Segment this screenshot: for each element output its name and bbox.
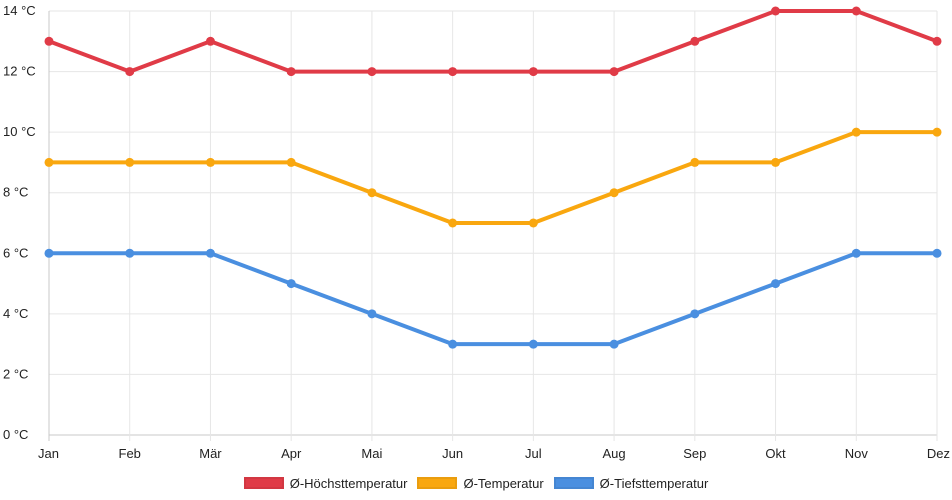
data-point[interactable]	[932, 248, 942, 258]
legend-label: Ø-Höchsttemperatur	[289, 475, 408, 491]
data-point[interactable]	[367, 67, 377, 77]
legend-item[interactable]: Ø-Höchsttemperatur	[243, 475, 408, 491]
y-tick-label: 4 °C	[3, 306, 28, 321]
data-point[interactable]	[609, 339, 619, 349]
x-tick-label: Sep	[683, 446, 706, 461]
legend-swatch	[417, 477, 458, 489]
x-tick-label: Feb	[119, 446, 141, 461]
data-point[interactable]	[690, 36, 700, 46]
data-point[interactable]	[851, 248, 861, 258]
data-point[interactable]	[205, 157, 215, 167]
data-point[interactable]	[44, 248, 54, 258]
data-point[interactable]	[609, 67, 619, 77]
x-tick-label: Mär	[199, 446, 222, 461]
y-tick-label: 10 °C	[3, 124, 36, 139]
x-tick-label: Mai	[361, 446, 382, 461]
data-point[interactable]	[851, 127, 861, 137]
y-tick-label: 8 °C	[3, 185, 28, 200]
x-tick-label: Nov	[845, 446, 869, 461]
data-point[interactable]	[205, 36, 215, 46]
y-tick-label: 12 °C	[3, 64, 36, 79]
data-series	[44, 6, 942, 349]
data-point[interactable]	[448, 339, 458, 349]
data-point[interactable]	[690, 309, 700, 319]
legend-label: Ø-Temperatur	[463, 475, 544, 491]
data-point[interactable]	[367, 188, 377, 198]
series-line	[47, 9, 939, 74]
x-tick-label: Jun	[442, 446, 463, 461]
data-point[interactable]	[44, 157, 54, 167]
x-axis-ticks: Jan Feb Mär Apr Mai Jun Jul Aug Sep Okt Nov Dez	[38, 446, 950, 461]
data-point[interactable]	[125, 67, 135, 77]
series-line	[47, 130, 939, 225]
data-point[interactable]	[125, 248, 135, 258]
legend-swatch	[553, 477, 594, 489]
x-tick-label: Okt	[765, 446, 786, 461]
legend-label: Ø-Tiefsttemperatur	[599, 475, 709, 491]
y-tick-label: 0 °C	[3, 427, 28, 442]
legend-item[interactable]: Ø-Temperatur	[417, 475, 544, 491]
x-tick-label: Apr	[281, 446, 302, 461]
data-point[interactable]	[286, 157, 296, 167]
data-point[interactable]	[528, 218, 538, 228]
data-point[interactable]	[44, 36, 54, 46]
data-point[interactable]	[609, 188, 619, 198]
data-point[interactable]	[205, 248, 215, 258]
x-tick-label: Dez	[927, 446, 950, 461]
legend-swatch	[243, 477, 284, 489]
data-point[interactable]	[125, 157, 135, 167]
data-point[interactable]	[286, 67, 296, 77]
legend-item[interactable]: Ø-Tiefsttemperatur	[553, 475, 709, 491]
y-tick-label: 2 °C	[3, 366, 28, 381]
data-point[interactable]	[528, 339, 538, 349]
data-point[interactable]	[448, 218, 458, 228]
x-tick-label: Aug	[603, 446, 626, 461]
x-tick-label: Jan	[38, 446, 59, 461]
y-axis-ticks: 0 °C 2 °C 4 °C 6 °C 8 °C 10 °C 12 °C 14 °C	[3, 3, 36, 442]
data-point[interactable]	[932, 127, 942, 137]
line-chart: 0 °C 2 °C 4 °C 6 °C 8 °C 10 °C 12 °C 14 °C Jan F…	[3, 3, 950, 461]
data-point[interactable]	[932, 36, 942, 46]
grid-lines	[48, 10, 938, 441]
data-point[interactable]	[528, 67, 538, 77]
legend: Ø-Höchsttemperatur Ø-Temperatur Ø-Tiefstte…	[0, 471, 952, 495]
data-point[interactable]	[771, 6, 781, 16]
x-tick-label: Jul	[525, 446, 542, 461]
y-tick-label: 6 °C	[3, 245, 28, 260]
data-point[interactable]	[771, 157, 781, 167]
data-point[interactable]	[690, 157, 700, 167]
data-point[interactable]	[771, 279, 781, 289]
data-point[interactable]	[851, 6, 861, 16]
data-point[interactable]	[367, 309, 377, 319]
series-line	[47, 251, 939, 347]
data-point[interactable]	[286, 279, 296, 289]
data-point[interactable]	[448, 67, 458, 77]
y-tick-label: 14 °C	[3, 3, 36, 18]
